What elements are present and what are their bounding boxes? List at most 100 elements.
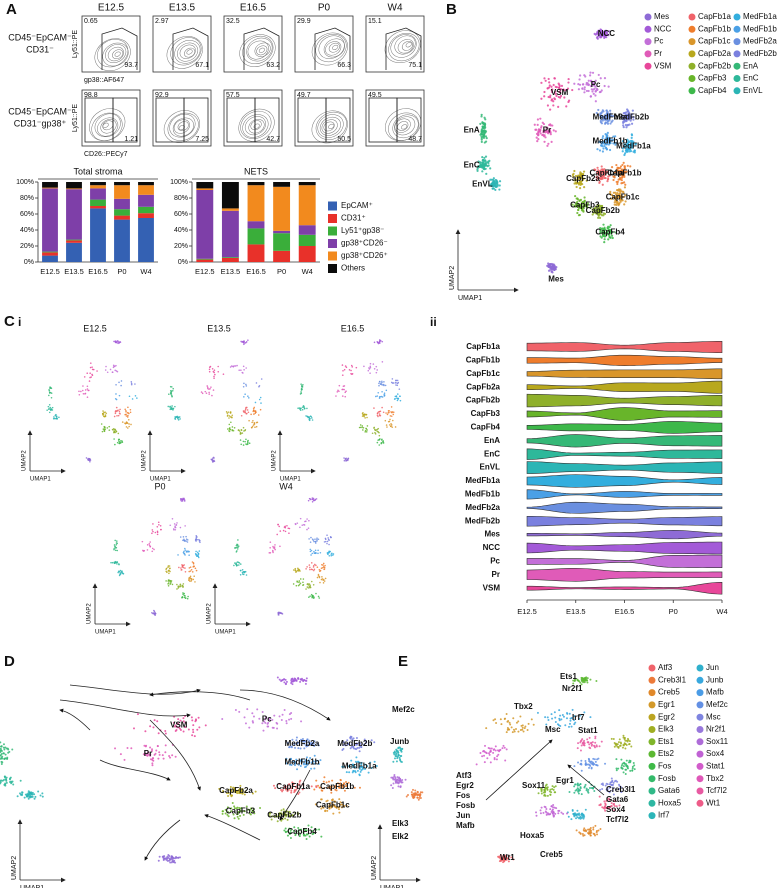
cell-point (558, 809, 561, 812)
cell-point (628, 144, 631, 147)
x-tick-label: W4 (140, 267, 151, 276)
cell-point (376, 414, 379, 417)
legend-label: VSM (654, 61, 672, 70)
cell-point (314, 549, 317, 552)
cell-point (623, 174, 626, 177)
cell-point (228, 415, 231, 417)
cell-point (386, 413, 389, 416)
cell-point (114, 545, 116, 548)
velocity-stream (204, 814, 261, 841)
cell-point (622, 734, 625, 737)
cell-point (305, 568, 307, 570)
cell-point (134, 395, 137, 397)
cell-point (315, 786, 318, 789)
cell-point (217, 370, 220, 373)
cell-point (503, 746, 506, 749)
cell-point (553, 711, 556, 714)
cell-point (496, 183, 499, 187)
cell-point (103, 415, 106, 418)
cell-point (359, 424, 362, 426)
cell-point (8, 750, 11, 753)
cell-point (616, 743, 619, 746)
cell-point (633, 768, 636, 771)
legend-dot (648, 676, 656, 684)
cell-point (222, 810, 225, 813)
cell-point (132, 727, 135, 730)
legend-label: Mes (654, 12, 669, 21)
cell-point (564, 89, 567, 92)
contour (186, 49, 193, 55)
cell-point (602, 31, 605, 34)
cell-point (222, 373, 225, 375)
cell-point (399, 395, 401, 398)
cell-point (539, 812, 542, 815)
cell-point (326, 809, 329, 812)
cell-point (544, 806, 547, 809)
cell-point (169, 390, 172, 392)
cell-point (181, 564, 183, 566)
cell-point (168, 579, 170, 581)
legend-dot (688, 50, 696, 58)
contour (163, 110, 200, 143)
cell-point (549, 108, 552, 111)
cell-point (493, 758, 496, 761)
cell-point (488, 753, 491, 756)
cell-point (251, 712, 254, 715)
cell-point (212, 389, 215, 391)
y-tick-label: 60% (174, 211, 188, 218)
cell-point (245, 341, 247, 344)
cell-point (125, 426, 128, 428)
cell-point (592, 84, 595, 87)
axis-label: UMAP2 (142, 450, 148, 471)
cell-point (596, 833, 599, 836)
legend-swatch (328, 201, 337, 211)
cell-point (10, 781, 13, 784)
cell-point (502, 744, 505, 747)
cell-point (126, 427, 129, 429)
cell-point (285, 722, 288, 725)
cell-point (114, 341, 117, 344)
cell-point (290, 717, 293, 720)
cell-point (314, 538, 316, 540)
cell-point (361, 426, 363, 429)
cell-point (582, 817, 585, 820)
axis-label: UMAP1 (458, 295, 482, 302)
cell-point (604, 146, 608, 149)
cell-point (231, 802, 234, 805)
cell-point (253, 406, 256, 409)
cell-point (247, 411, 250, 414)
cell-point (119, 408, 121, 411)
cell-point (588, 736, 591, 739)
cell-point (244, 440, 246, 443)
cell-point (623, 145, 626, 148)
cell-point (211, 367, 214, 370)
cell-point (490, 747, 493, 750)
cell-point (598, 745, 601, 748)
cell-point (156, 525, 159, 528)
cell-point (192, 563, 195, 565)
cell-point (221, 812, 224, 815)
cell-point (589, 206, 592, 209)
cell-point (322, 579, 325, 582)
cell-point (485, 137, 488, 140)
cell-point (373, 428, 376, 431)
cell-point (617, 178, 620, 181)
cell-point (575, 202, 578, 205)
cell-point (586, 741, 589, 744)
bar-segment (247, 244, 265, 262)
cell-point (309, 541, 312, 543)
cell-point (540, 792, 543, 795)
cell-point (302, 581, 304, 584)
legend-dot (696, 676, 704, 684)
cell-point (584, 759, 587, 762)
row-label: Pc (490, 557, 500, 566)
cell-point (235, 562, 237, 564)
cell-point (377, 439, 379, 441)
cell-point (148, 543, 151, 545)
bar-segment (196, 259, 214, 262)
contour (258, 47, 265, 53)
bar-segment (138, 194, 154, 207)
cell-point (130, 383, 133, 386)
cell-point (583, 86, 586, 89)
cluster-label: MedFb2b (337, 739, 372, 748)
